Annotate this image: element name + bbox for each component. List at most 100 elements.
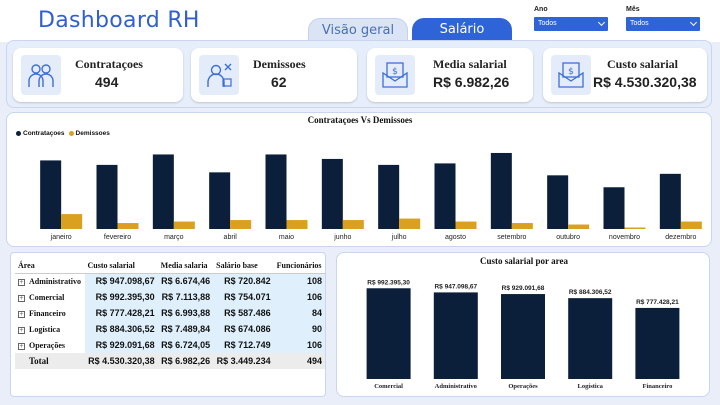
cell: R$ 720.842: [213, 273, 274, 289]
table-row: + Administrativo R$ 947.098,67 R$ 6.674,4…: [15, 273, 325, 289]
cell: R$ 3.449.234: [213, 353, 274, 369]
bar-demissoes: [286, 220, 308, 229]
bar-custo-salarial: [635, 307, 680, 379]
bar-demissoes: [568, 224, 590, 229]
legend-label: Contrataçoes: [23, 130, 65, 137]
kpi-row: Contrataçoes 494 Demissoes 62 $ Media sa…: [6, 40, 712, 108]
bar-contratacoes: [659, 173, 681, 229]
expand-icon[interactable]: +: [18, 309, 25, 318]
x-tick-label: setembro: [497, 234, 526, 241]
row-label: + Logística: [15, 321, 85, 337]
kpi-label: Media salarial: [433, 57, 507, 71]
x-tick-label: abril: [224, 234, 238, 241]
expand-icon[interactable]: +: [18, 293, 25, 302]
svg-text:$: $: [392, 67, 398, 77]
bar-demissoes: [511, 223, 533, 229]
column-header-area[interactable]: Área: [15, 258, 85, 274]
cell: R$ 6.982,26: [157, 353, 214, 369]
cell: R$ 6.993,88: [157, 305, 214, 321]
hires-vs-dismissals-chart: Contrataçoes Vs Demissoes Contrataçoes D…: [6, 112, 712, 247]
cell: R$ 992.395,30: [84, 289, 158, 305]
expand-icon[interactable]: +: [18, 325, 25, 334]
expand-icon[interactable]: +: [18, 277, 25, 286]
kpi-label: Demissoes: [253, 57, 306, 71]
x-tick-label: março: [164, 234, 184, 241]
table-row: + Operações R$ 929.091,68 R$ 6.724,05 R$ …: [15, 337, 325, 353]
month-filter-dropdown[interactable]: Todos: [626, 17, 700, 31]
cell: R$ 777.428,21: [84, 305, 158, 321]
salary-envelope-icon: $: [551, 55, 591, 95]
cell: 90: [273, 321, 325, 337]
total-label: Total: [15, 353, 85, 369]
year-filter-label: Ano: [534, 6, 548, 13]
cell: 106: [273, 337, 325, 353]
data-label: R$ 947.098,67: [434, 283, 477, 290]
kpi-value: R$ 6.982,26: [433, 74, 510, 90]
legend-label: Demissoes: [75, 130, 110, 137]
bar-contratacoes: [96, 164, 118, 229]
bar-contratacoes: [490, 152, 512, 229]
kpi-card-demissoes: Demissoes 62: [191, 48, 357, 102]
x-tick-label: janeiro: [50, 234, 72, 241]
column-header-funcionarios[interactable]: Funcionários: [273, 258, 325, 274]
tab-visao-geral[interactable]: Visão geral: [308, 18, 408, 42]
bar-demissoes: [399, 218, 421, 229]
legend-dot-icon: [68, 130, 74, 136]
cell: R$ 712.749: [213, 337, 274, 353]
bar-contratacoes: [209, 172, 231, 229]
salary-envelope-icon: $: [375, 55, 415, 95]
cell: R$ 4.530.320,38: [84, 353, 158, 369]
x-tick-label: fevereiro: [104, 234, 131, 241]
table-header-row: Área Custo salarial Media salaria Salári…: [15, 258, 325, 274]
bar-demissoes: [117, 223, 139, 229]
column-header-media[interactable]: Media salaria: [157, 258, 214, 274]
kpi-card-custo-salarial: $ Custo salarial R$ 4.530.320,38: [543, 48, 707, 102]
column-header-custo[interactable]: Custo salarial: [84, 258, 158, 274]
chart-title: Contrataçoes Vs Demissoes: [307, 115, 413, 125]
kpi-value: 62: [271, 74, 287, 90]
page-title: Dashboard RH: [38, 8, 200, 33]
bar-contratacoes: [265, 154, 287, 229]
x-tick-label: junho: [333, 234, 351, 241]
column-header-salario-base[interactable]: Salário base: [213, 258, 274, 274]
chart-plot: R$ 992.395,30 Comercial R$ 947.098,67 Admin…: [366, 279, 680, 390]
row-label: + Financeiro: [15, 305, 85, 321]
row-label: + Operações: [15, 337, 85, 353]
x-tick-label: Comercial: [374, 383, 403, 390]
row-label: + Administrativo: [15, 273, 85, 289]
tab-salario[interactable]: Salário: [412, 18, 512, 42]
year-filter-value: Todos: [538, 20, 557, 27]
row-label-text: Administrativo: [29, 276, 81, 286]
people-icon: [21, 55, 61, 95]
bar-demissoes: [230, 220, 252, 229]
x-tick-label: agosto: [445, 234, 466, 241]
bar-demissoes: [61, 214, 83, 229]
kpi-card-media-salarial: $ Media salarial R$ 6.982,26: [367, 48, 533, 102]
data-label: R$ 992.395,30: [367, 279, 410, 286]
kpi-value: 494: [95, 74, 119, 90]
data-label: R$ 884.306,52: [569, 289, 612, 296]
legend-dot-icon: [16, 130, 21, 136]
x-tick-label: Operações: [508, 383, 538, 390]
row-label-text: Comercial: [29, 292, 65, 302]
header: Dashboard RH Visão geral Salário Ano Tod…: [0, 0, 720, 42]
bar-demissoes: [455, 221, 477, 229]
x-tick-label: maio: [279, 234, 294, 241]
year-filter-dropdown[interactable]: Todos: [534, 17, 608, 31]
month-filter-value: Todos: [630, 20, 649, 27]
expand-icon[interactable]: +: [18, 341, 25, 350]
bar-custo-salarial: [501, 294, 545, 379]
legend-item: Contrataçoes: [16, 130, 65, 137]
table-row: + Logística R$ 884.306,52 R$ 7.489,84 R$ …: [15, 321, 325, 337]
kpi-card-contratacoes: Contrataçoes 494: [13, 48, 183, 102]
bar-contratacoes: [152, 154, 174, 229]
chart-title: Custo salarial por area: [480, 256, 568, 266]
cell: R$ 754.071: [213, 289, 274, 305]
cell: R$ 7.489,84: [157, 321, 214, 337]
salary-matrix: Área Custo salarial Media salaria Salári…: [15, 258, 325, 369]
x-tick-label: Financeiro: [642, 383, 672, 390]
chart-plot: janeiro fevereiro março abril maio junho julho…: [40, 152, 702, 241]
cell: R$ 7.113,88: [157, 289, 214, 305]
x-tick-label: outubro: [556, 234, 580, 241]
x-tick-label: julho: [391, 234, 407, 241]
